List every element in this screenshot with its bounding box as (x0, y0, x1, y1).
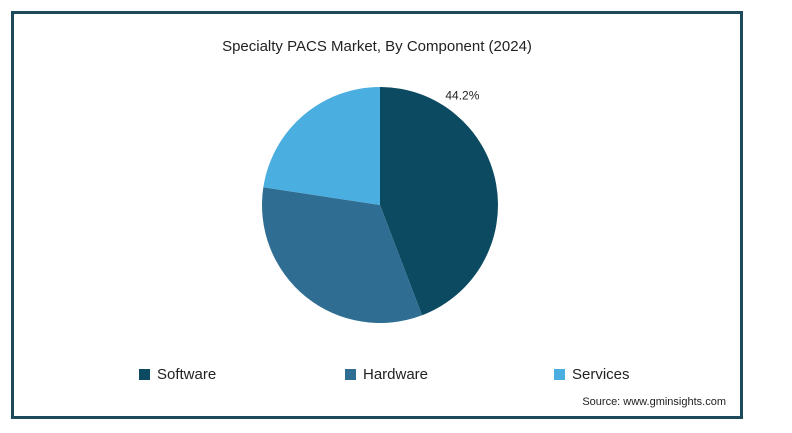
chart-frame: Specialty PACS Market, By Component (202… (11, 11, 743, 419)
pie-chart: 44.2% (262, 87, 498, 323)
legend-label-services: Services (572, 366, 630, 383)
pie-slice-software (380, 87, 498, 316)
legend-item-software: Software (139, 366, 216, 383)
legend-label-software: Software (157, 366, 217, 383)
legend-swatch-services (554, 369, 565, 380)
source-note: Source: www.gminsights.com (582, 396, 726, 408)
pie-data-label-software: 44.2% (445, 89, 479, 103)
legend-swatch-hardware (345, 369, 356, 380)
chart-title: Specialty PACS Market, By Component (202… (222, 38, 532, 55)
legend-item-hardware: Hardware (345, 366, 428, 383)
chart-legend: Software Hardware Services (14, 366, 746, 388)
legend-label-hardware: Hardware (363, 366, 429, 383)
legend-swatch-software (139, 369, 150, 380)
legend-item-services: Services (554, 366, 630, 383)
pie-slice-services (263, 87, 380, 205)
pie-slice-hardware (262, 187, 423, 323)
